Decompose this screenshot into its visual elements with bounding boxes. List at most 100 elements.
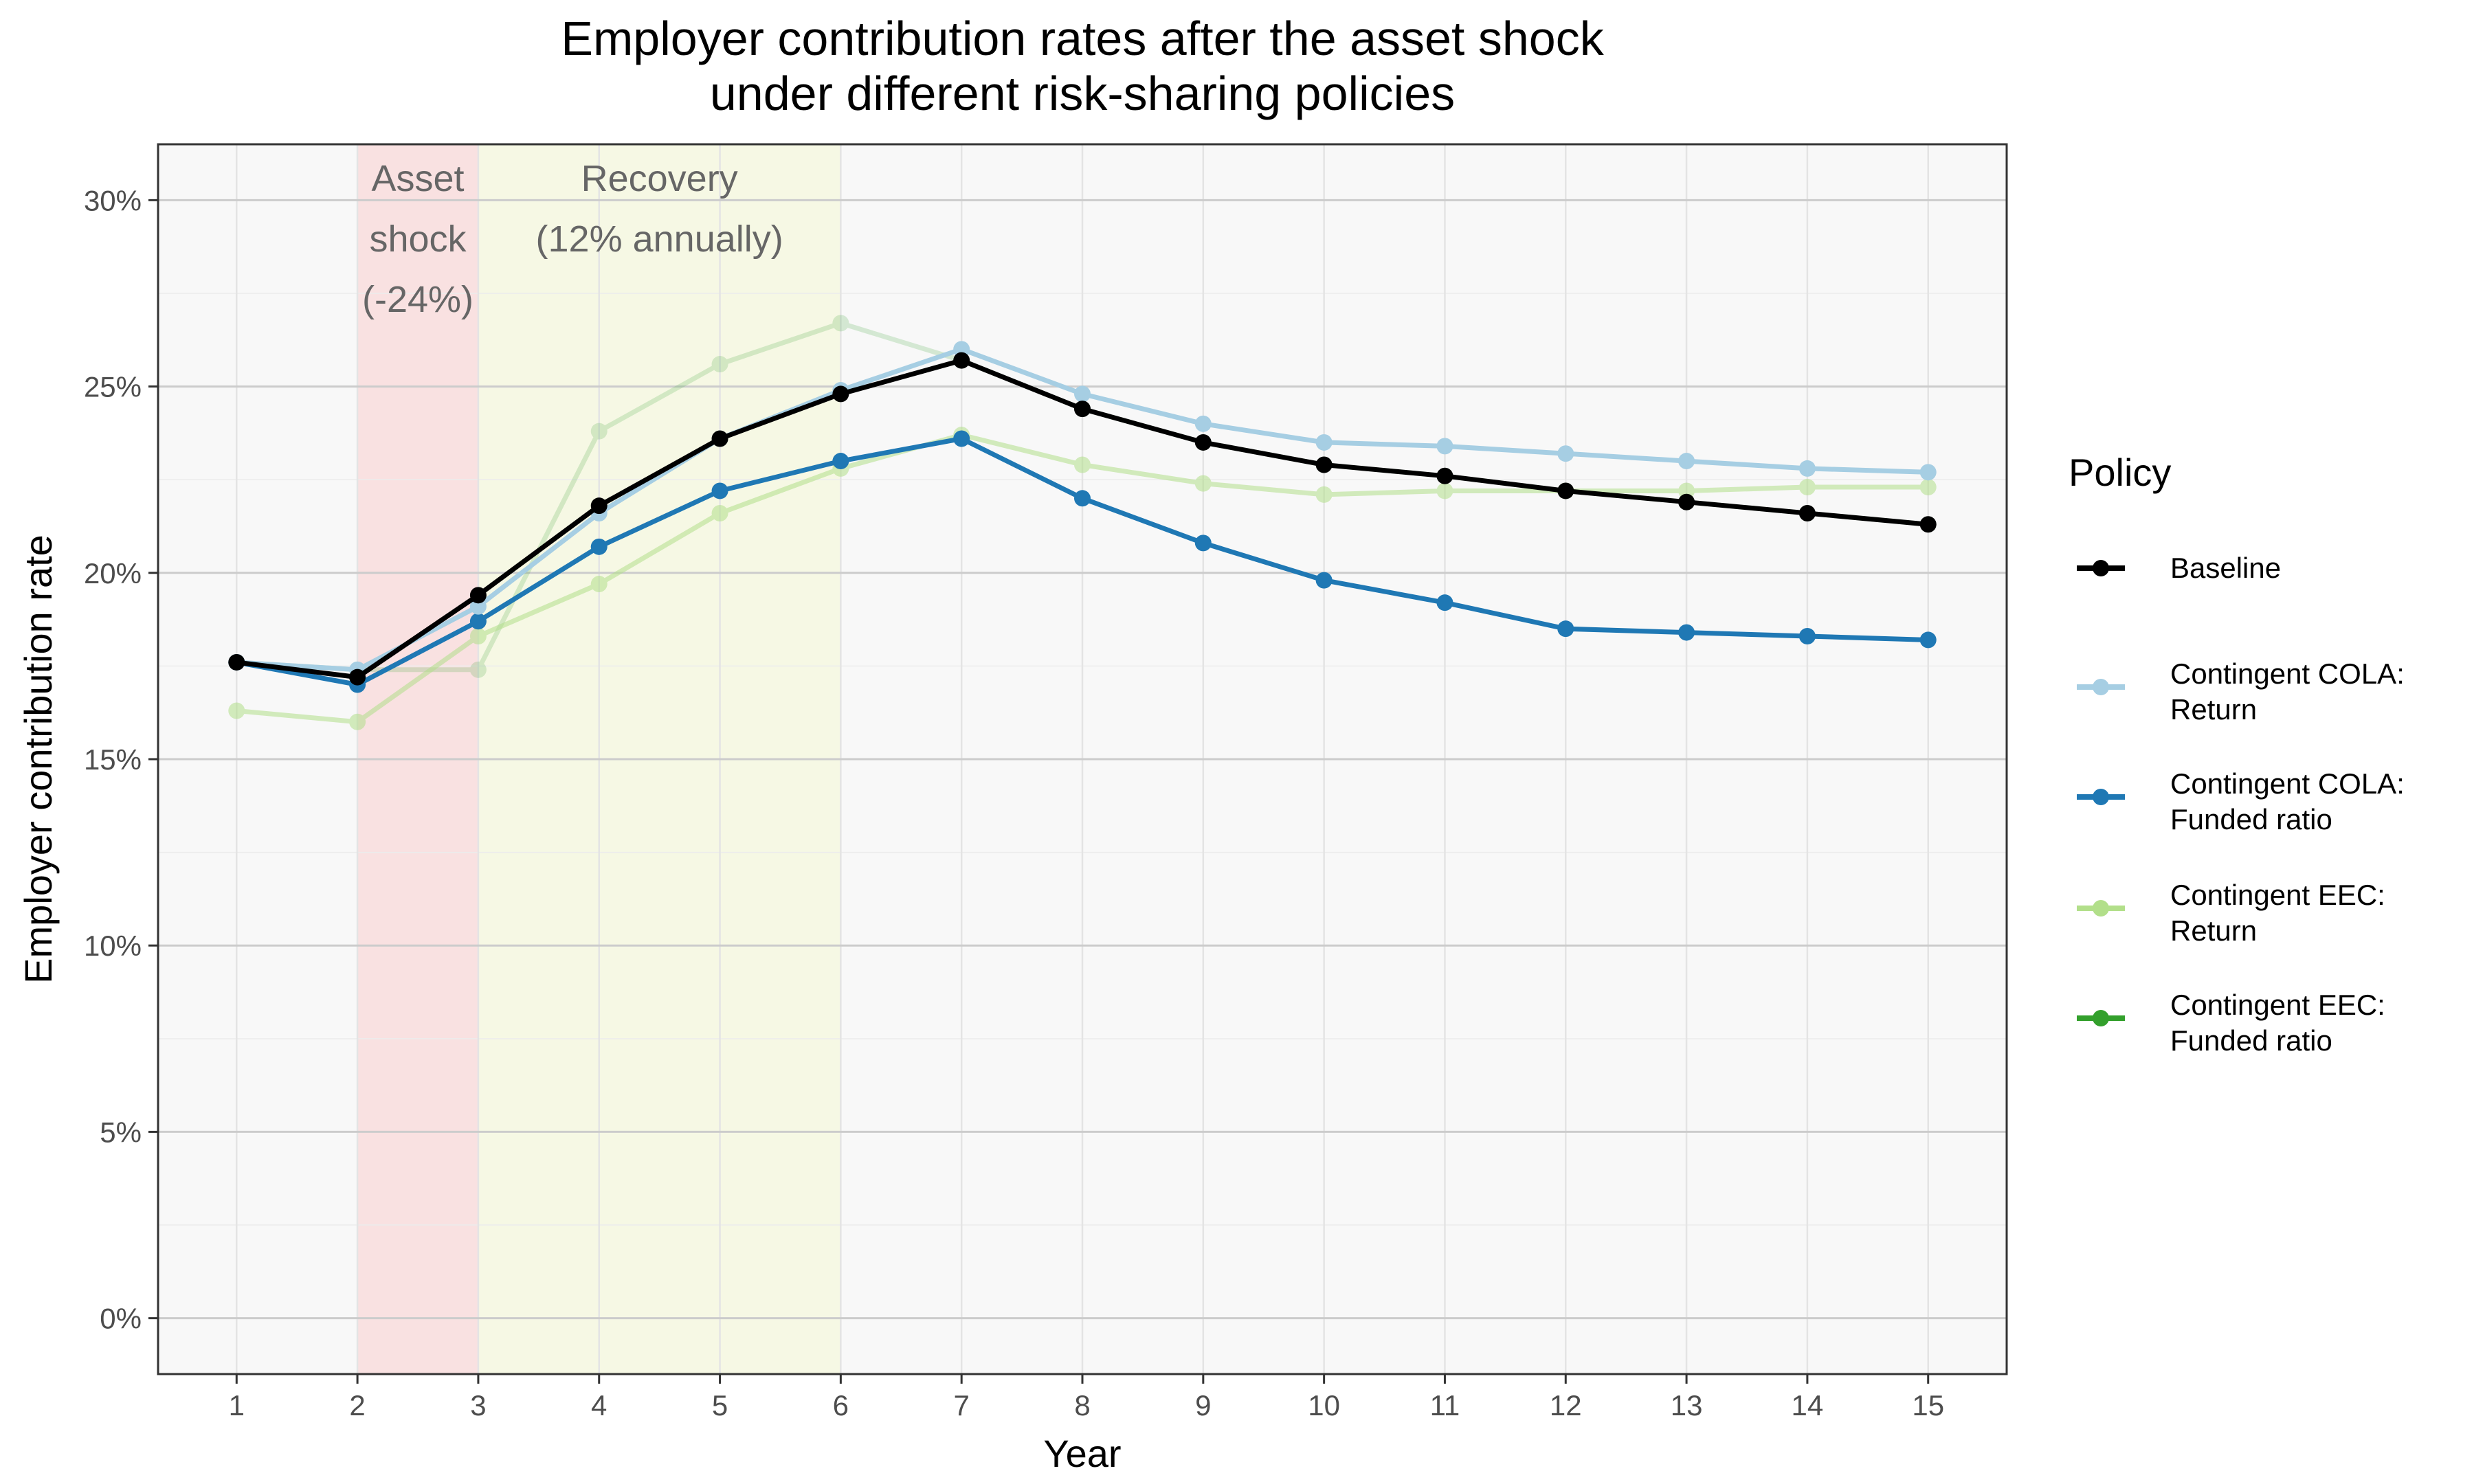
data-point bbox=[349, 668, 366, 686]
x-tick-label: 6 bbox=[833, 1389, 849, 1421]
x-tick-label: 11 bbox=[1430, 1389, 1460, 1421]
data-point bbox=[1436, 438, 1453, 455]
legend-label: Contingent COLA: Funded ratio bbox=[2170, 767, 2405, 835]
data-point bbox=[469, 587, 487, 604]
x-tick-label: 5 bbox=[712, 1389, 728, 1421]
data-point bbox=[1436, 482, 1453, 499]
x-tick-label: 9 bbox=[1195, 1389, 1211, 1421]
data-point bbox=[1194, 434, 1212, 451]
data-point bbox=[832, 453, 849, 470]
legend-item-1: Baseline bbox=[2077, 552, 2281, 584]
x-tick-label: 12 bbox=[1550, 1389, 1582, 1421]
data-point bbox=[1074, 456, 1091, 473]
data-point bbox=[1194, 475, 1212, 492]
legend-key-point bbox=[2093, 900, 2109, 917]
data-point bbox=[1194, 415, 1212, 432]
legend-label: Contingent EEC: Return bbox=[2170, 879, 2385, 947]
data-point bbox=[711, 482, 728, 499]
data-point bbox=[349, 713, 366, 730]
y-tick-label: 5% bbox=[100, 1116, 142, 1148]
data-point bbox=[1919, 516, 1937, 533]
data-point bbox=[1678, 493, 1695, 510]
data-point bbox=[1194, 535, 1212, 552]
data-point bbox=[228, 702, 245, 719]
data-point bbox=[590, 576, 608, 593]
y-tick-label: 30% bbox=[84, 184, 142, 216]
legend-item-2: Contingent COLA: Return bbox=[2077, 657, 2405, 726]
x-tick-label: 7 bbox=[954, 1389, 970, 1421]
x-tick-label: 13 bbox=[1671, 1389, 1703, 1421]
legend-label: Contingent COLA: Return bbox=[2170, 657, 2405, 726]
y-tick-label: 25% bbox=[84, 371, 142, 403]
legend-label: Contingent EEC: Funded ratio bbox=[2170, 989, 2385, 1057]
data-point bbox=[1919, 464, 1937, 481]
data-point bbox=[469, 661, 487, 678]
region-label-1-line-1: Asset bbox=[371, 158, 464, 199]
region-label-1-line-2: shock bbox=[369, 218, 467, 260]
chart-title-line-2: under different risk-sharing policies bbox=[710, 67, 1455, 120]
legend-item-5: Contingent EEC: Funded ratio bbox=[2077, 989, 2385, 1057]
data-point bbox=[1315, 486, 1333, 503]
data-point bbox=[1315, 434, 1333, 451]
data-point bbox=[711, 356, 728, 373]
data-point bbox=[1557, 445, 1574, 462]
data-point bbox=[832, 315, 849, 332]
region-label-2-line-1: Recovery bbox=[581, 158, 738, 199]
data-point bbox=[1557, 482, 1574, 499]
data-point bbox=[469, 613, 487, 630]
data-point bbox=[1074, 401, 1091, 418]
data-point bbox=[1315, 456, 1333, 473]
x-tick-label: 10 bbox=[1308, 1389, 1340, 1421]
data-point bbox=[590, 538, 608, 555]
data-point bbox=[1557, 620, 1574, 638]
y-tick-label: 15% bbox=[84, 743, 142, 776]
data-point bbox=[1074, 385, 1091, 403]
data-point bbox=[469, 628, 487, 644]
data-point bbox=[711, 430, 728, 447]
y-tick-label: 20% bbox=[84, 557, 142, 589]
x-tick-label: 4 bbox=[591, 1389, 607, 1421]
data-point bbox=[953, 430, 970, 447]
data-point bbox=[1798, 460, 1816, 477]
data-point bbox=[1798, 628, 1816, 644]
data-point bbox=[711, 505, 728, 521]
data-point bbox=[1798, 505, 1816, 521]
data-point bbox=[1919, 479, 1937, 496]
region-label-1-line-3: (-24%) bbox=[362, 279, 473, 320]
legend-key-point bbox=[2093, 560, 2109, 576]
legend-title: Policy bbox=[2069, 451, 2171, 494]
data-point bbox=[1798, 479, 1816, 496]
data-point bbox=[953, 352, 970, 369]
legend-key-point bbox=[2093, 679, 2109, 695]
x-tick-label: 14 bbox=[1792, 1389, 1824, 1421]
legend-key-point bbox=[2093, 789, 2109, 805]
data-point bbox=[832, 385, 849, 403]
legend-key-point bbox=[2093, 1010, 2109, 1026]
legend-label: Baseline bbox=[2170, 552, 2281, 584]
data-point bbox=[228, 653, 245, 671]
data-point bbox=[590, 423, 608, 440]
x-tick-label: 3 bbox=[470, 1389, 486, 1421]
data-point bbox=[1436, 594, 1453, 611]
x-tick-label: 15 bbox=[1912, 1389, 1944, 1421]
legend-item-4: Contingent EEC: Return bbox=[2077, 879, 2385, 947]
data-point bbox=[1678, 453, 1695, 470]
x-tick-label: 1 bbox=[229, 1389, 245, 1421]
region-label-2-line-2: (12% annually) bbox=[536, 218, 783, 260]
data-point bbox=[1678, 624, 1695, 641]
data-point bbox=[1919, 631, 1937, 649]
data-point bbox=[590, 497, 608, 515]
data-point bbox=[1436, 467, 1453, 484]
x-axis-title: Year bbox=[1043, 1432, 1121, 1475]
legend: Policy Baseline Contingent COLA: Return Con… bbox=[2069, 451, 2405, 1057]
data-point bbox=[1315, 572, 1333, 589]
y-tick-label: 10% bbox=[84, 930, 142, 962]
y-axis-title: Employer contribution rate bbox=[16, 535, 60, 984]
x-tick-label: 8 bbox=[1074, 1389, 1090, 1421]
series-1 bbox=[228, 352, 1937, 686]
data-point bbox=[1074, 490, 1091, 507]
chart-title-line-1: Employer contribution rates after the as… bbox=[561, 12, 1604, 65]
x-tick-label: 2 bbox=[349, 1389, 365, 1421]
legend-item-3: Contingent COLA: Funded ratio bbox=[2077, 767, 2405, 835]
